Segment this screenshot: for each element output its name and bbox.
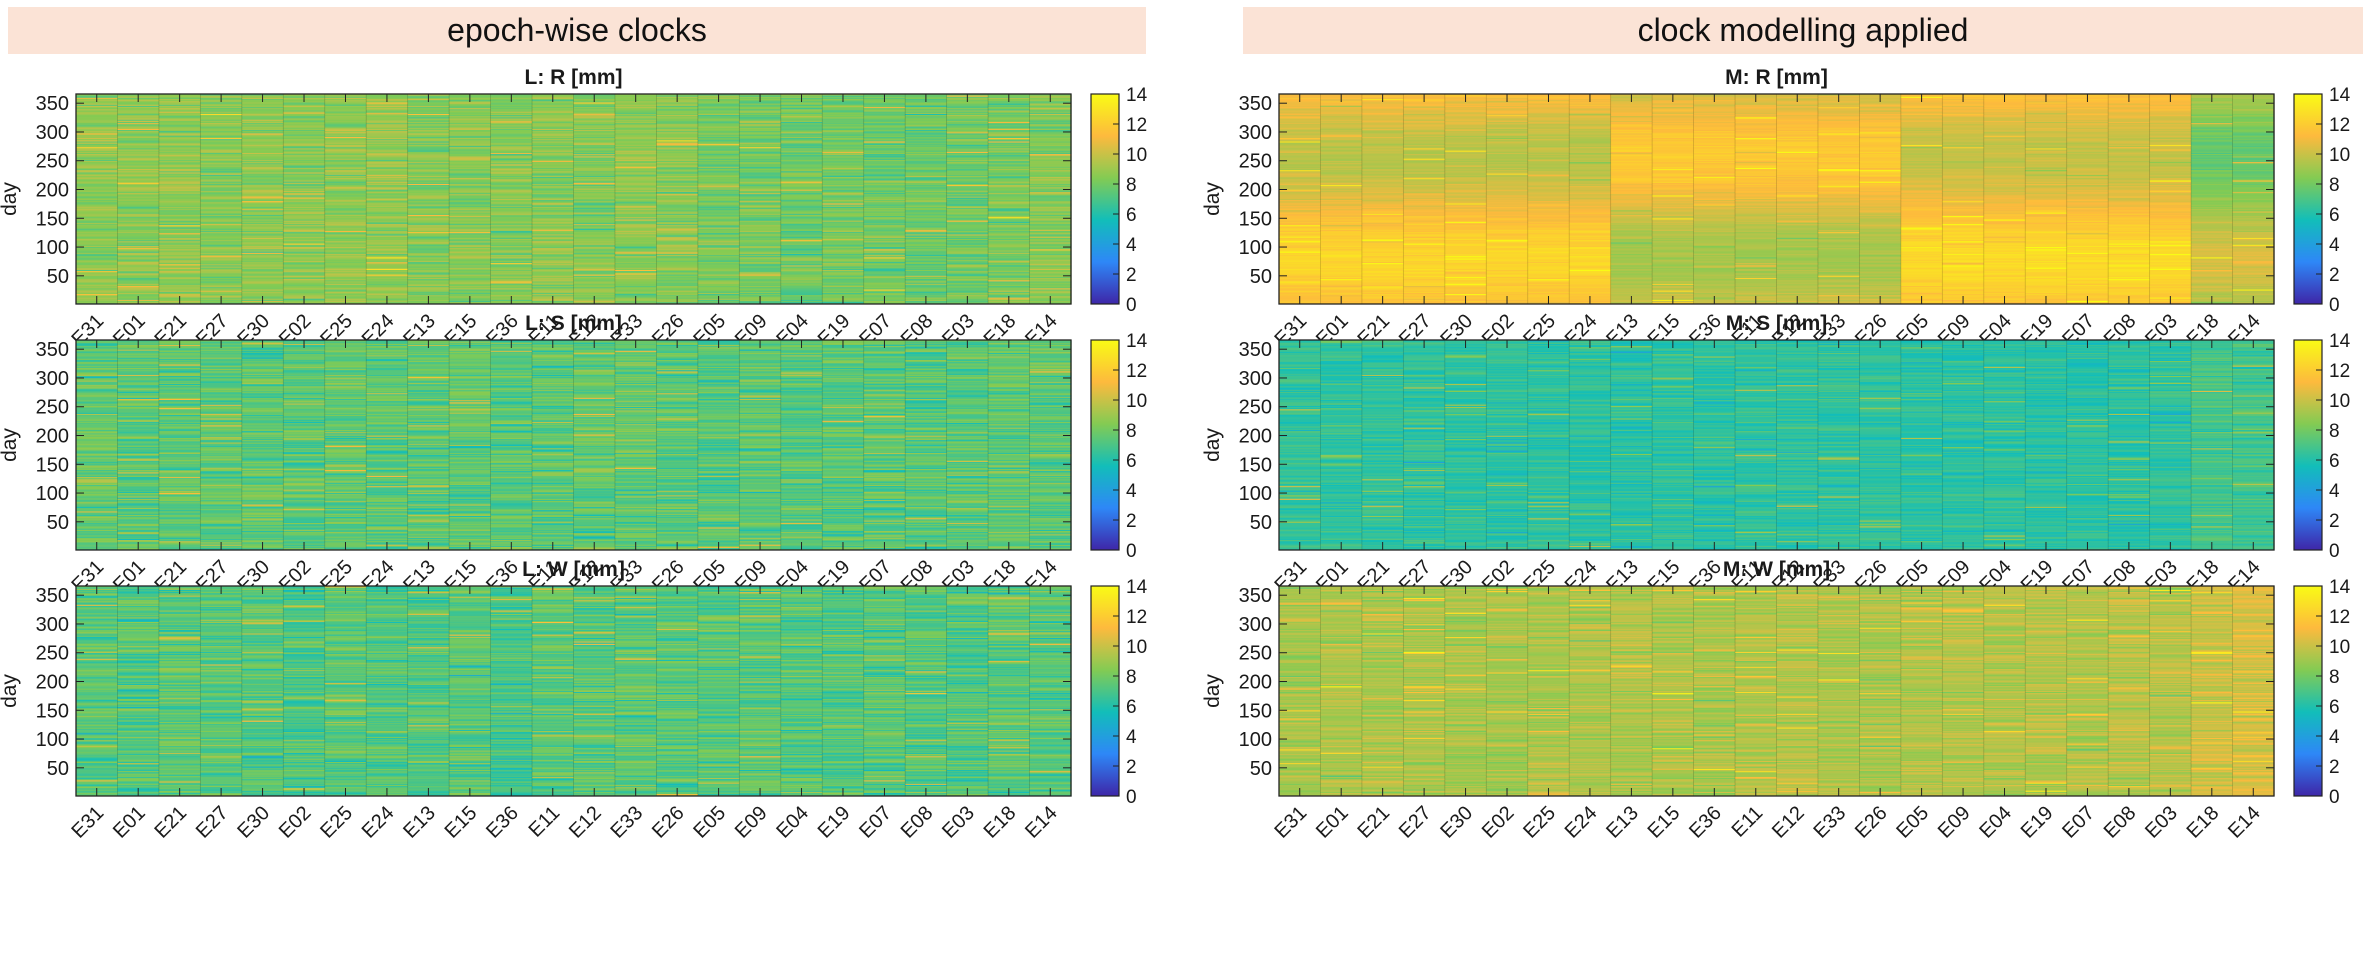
- heatmap-panel-1: L: R [mm]50100150200250300350dayE31 E01 E2…: [0, 66, 1148, 351]
